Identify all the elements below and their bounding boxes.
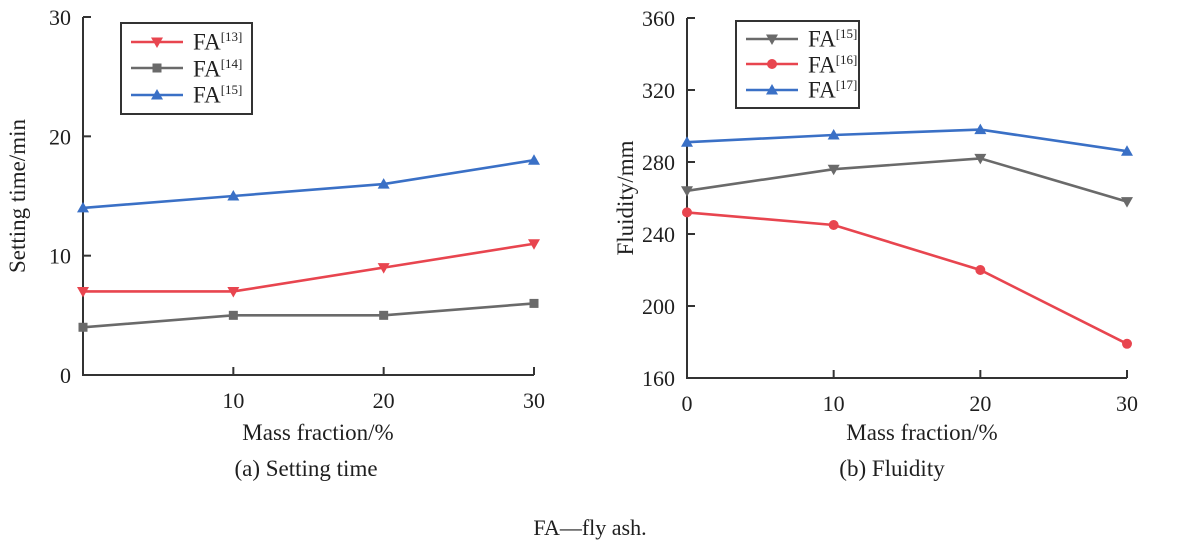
legend-label: FA[17]	[808, 77, 858, 103]
legend-label: FA[13]	[193, 29, 243, 55]
square-marker	[228, 310, 238, 320]
legend-item: FA[15]	[130, 83, 243, 107]
triangle-down-marker	[766, 34, 778, 45]
y-tick-label: 160	[642, 366, 675, 391]
caption-a: (a) Setting time	[234, 456, 378, 481]
y-tick-label: 320	[642, 78, 675, 103]
triangle-up-marker	[766, 84, 778, 95]
triangle-up-marker	[77, 201, 89, 213]
circle-icon	[746, 59, 798, 70]
triangle-down-marker	[151, 37, 163, 48]
square-marker	[152, 63, 162, 73]
y-tick-label: 360	[642, 6, 675, 31]
y-tick-label: 280	[642, 150, 675, 175]
y-tick-label: 20	[49, 124, 71, 149]
square-marker	[78, 322, 88, 332]
circle-marker	[682, 207, 692, 218]
square-marker	[529, 298, 539, 308]
x-tick-label: 30	[1116, 391, 1138, 416]
x-axis-title-b: Mass fraction/%	[846, 420, 998, 445]
legend-item: FA[15]	[745, 27, 857, 51]
y-axis-title-setting-time: Setting time/min	[5, 119, 30, 273]
y-axis-title-fluidity: Fluidity/mm	[613, 140, 638, 256]
x-tick-label: 20	[373, 388, 395, 413]
x-tick-label: 0	[682, 391, 693, 416]
triangle-up-icon	[746, 84, 798, 95]
series-line-FA[15]	[686, 157, 1128, 203]
legend-b: FA[15] FA[16] FA[17]	[735, 20, 860, 109]
y-tick-label: 10	[49, 244, 71, 269]
x-tick-label: 30	[523, 388, 545, 413]
triangle-down-marker	[681, 186, 693, 197]
triangle-down-icon	[131, 37, 183, 48]
triangle-down-marker	[377, 263, 390, 274]
x-tick-label: 10	[222, 388, 244, 413]
circle-marker	[1122, 338, 1132, 349]
triangle-down-marker	[227, 286, 240, 298]
legend-label: FA[15]	[808, 26, 858, 52]
series-line-FA[16]	[686, 211, 1128, 345]
triangle-up-marker	[1121, 145, 1133, 156]
circle-marker	[828, 220, 839, 230]
series-line-FA[13]	[83, 242, 535, 293]
footnote: FA—fly ash.	[533, 515, 647, 540]
legend-label: FA[16]	[808, 51, 858, 78]
triangle-up-marker	[681, 136, 693, 147]
x-tick-label: 10	[823, 391, 845, 416]
legend-a: FA[13] FA[14] FA[15]	[120, 22, 253, 115]
triangle-up-marker	[377, 178, 390, 189]
square-icon	[131, 63, 183, 73]
y-tick-label: 30	[49, 5, 71, 30]
square-marker	[379, 310, 389, 320]
caption-b: (b) Fluidity	[839, 456, 945, 481]
series-line-FA[14]	[82, 302, 535, 329]
x-axis-title-a: Mass fraction/%	[242, 420, 394, 445]
legend-item: FA[14]	[130, 55, 243, 82]
legend-item: FA[16]	[745, 53, 857, 76]
x-tick-label: 20	[969, 391, 991, 416]
y-tick-label: 0	[60, 363, 71, 388]
series-line-FA[15]	[82, 158, 535, 210]
triangle-down-marker	[974, 153, 987, 165]
legend-item: FA[13]	[130, 30, 243, 54]
triangle-down-marker	[528, 239, 540, 250]
triangle-up-marker	[151, 89, 163, 100]
triangle-down-icon	[746, 34, 798, 45]
legend-item: FA[17]	[745, 78, 857, 102]
triangle-up-marker	[827, 129, 840, 140]
circle-marker	[767, 59, 777, 70]
triangle-down-marker	[1121, 197, 1133, 208]
circle-marker	[975, 265, 986, 275]
triangle-down-marker	[77, 286, 89, 298]
triangle-up-icon	[131, 89, 183, 100]
y-tick-label: 240	[642, 222, 675, 247]
chart-a: 0 10 20 30 10 20 30	[49, 5, 545, 413]
legend-label: FA[15]	[193, 82, 243, 108]
triangle-up-marker	[974, 123, 987, 135]
triangle-down-marker	[827, 164, 840, 176]
triangle-up-marker	[528, 154, 540, 165]
legend-label: FA[14]	[193, 55, 243, 82]
triangle-up-marker	[227, 190, 240, 201]
y-tick-label: 200	[642, 294, 675, 319]
chart-b: 160 200 240 280 320 360 0 10 20 30	[642, 6, 1138, 416]
series-line-FA[17]	[686, 128, 1128, 153]
